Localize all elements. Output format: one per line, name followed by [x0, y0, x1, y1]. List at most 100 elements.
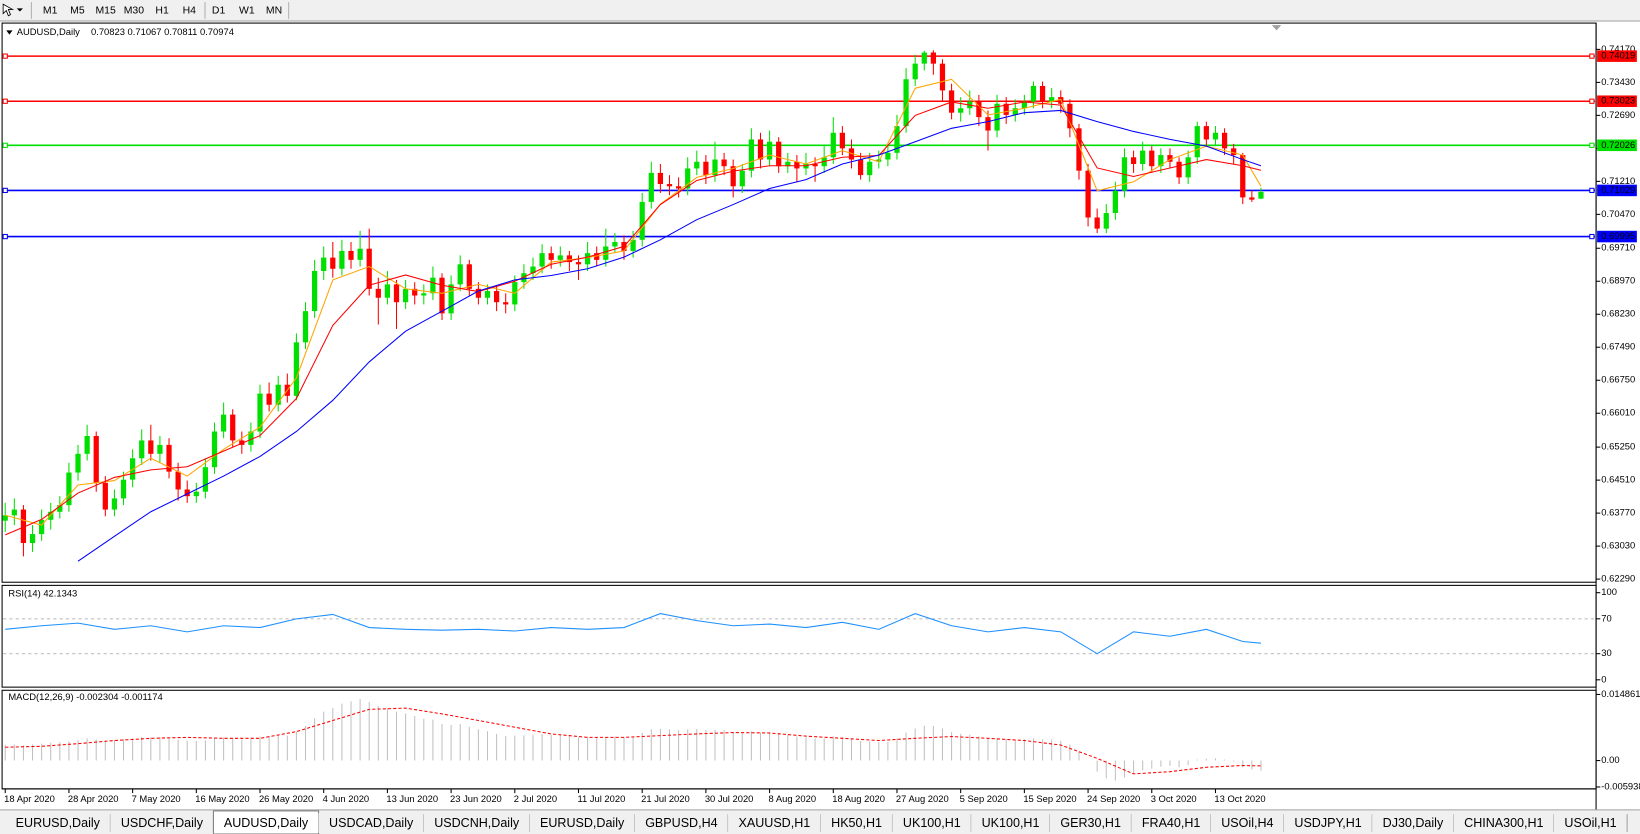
candle-body: [202, 467, 209, 492]
candle-body: [29, 534, 36, 543]
candle-body: [39, 519, 45, 535]
candle-body: [148, 440, 154, 454]
y-tick-label: -0.005938: [1601, 780, 1640, 791]
dropdown-arrow[interactable]: [16, 8, 24, 12]
level-price-label: 0.71029: [1601, 184, 1635, 195]
tab-label[interactable]: EURUSD,Daily: [16, 816, 101, 830]
tab-background[interactable]: [1372, 813, 1454, 833]
tab-label[interactable]: AUDUSD,Daily: [224, 816, 309, 830]
candle-body: [211, 431, 218, 468]
tab-label[interactable]: USDCNH,Daily: [434, 816, 520, 830]
x-tick-label: 18 Aug 2020: [832, 793, 885, 804]
candle-body: [566, 255, 573, 263]
timeframe-button[interactable]: H1: [155, 5, 169, 16]
timeframe-button[interactable]: H4: [183, 5, 197, 16]
candle-body: [785, 161, 791, 167]
tab-label[interactable]: USOil,H1: [1564, 816, 1616, 830]
level-handle[interactable]: [2, 53, 8, 59]
timeframe-button[interactable]: D1: [212, 5, 226, 16]
candle-body: [730, 166, 736, 187]
candle-body: [994, 103, 1000, 131]
candle-body: [266, 393, 272, 405]
candle-body: [2, 515, 8, 521]
tab-background[interactable]: [971, 813, 1050, 833]
tab-background[interactable]: [1210, 813, 1284, 833]
chart-shift-marker[interactable]: [1271, 25, 1282, 31]
tab-label[interactable]: UK100,H1: [982, 816, 1040, 830]
tab-background[interactable]: [423, 813, 530, 833]
tab-label[interactable]: USDCHF,Daily: [121, 816, 204, 830]
tab-background[interactable]: [820, 813, 893, 833]
timeframe-button[interactable]: MN: [266, 5, 282, 16]
candle-body: [985, 117, 991, 131]
level-handle[interactable]: [2, 98, 8, 104]
y-tick-label: 0.62290: [1601, 573, 1635, 584]
y-tick-label: 30: [1601, 647, 1611, 658]
tab-label[interactable]: FRA40,H1: [1142, 816, 1201, 830]
x-tick-label: 13 Jun 2020: [386, 793, 438, 804]
candle-body: [239, 440, 245, 445]
tab-background[interactable]: [529, 813, 635, 833]
x-tick-label: 28 Apr 2020: [68, 793, 119, 804]
candle-body: [248, 431, 254, 445]
x-tick-label: 18 Apr 2020: [4, 793, 55, 804]
tab-label[interactable]: USDJPY,H1: [1294, 816, 1361, 830]
tab-label[interactable]: HK50,H1: [831, 816, 882, 830]
tab-background[interactable]: [318, 813, 424, 833]
candle-body: [57, 505, 63, 512]
candle-body: [1012, 108, 1018, 115]
tab-background[interactable]: [1131, 813, 1211, 833]
tab-background[interactable]: [728, 813, 821, 833]
tab-background[interactable]: [1453, 813, 1554, 833]
tab-background[interactable]: [1049, 813, 1132, 833]
candle-body: [120, 479, 127, 499]
tab-label[interactable]: UK100,H1: [903, 816, 961, 830]
tab-background[interactable]: [1553, 813, 1628, 833]
cursor-icon[interactable]: [2, 3, 15, 17]
candle-body: [766, 141, 773, 160]
level-price-box: [1597, 184, 1637, 197]
tab-background[interactable]: [5, 813, 111, 833]
tab-label[interactable]: GER30,H1: [1060, 816, 1121, 830]
tab-background[interactable]: [892, 813, 972, 833]
level-price-box: [1597, 50, 1637, 62]
candle-body: [66, 472, 72, 506]
level-handle[interactable]: [1589, 187, 1595, 194]
rsi-line: [5, 613, 1262, 655]
y-tick-label: 0.70470: [1601, 208, 1635, 219]
tab-background[interactable]: [1283, 813, 1373, 833]
candle-body: [1203, 126, 1209, 140]
tab-label[interactable]: XAUUSD,H1: [739, 816, 811, 830]
candle-body: [1049, 97, 1055, 102]
tab-label[interactable]: USOil,H4: [1221, 816, 1273, 830]
timeframe-button[interactable]: M5: [70, 5, 85, 16]
candle-body: [503, 302, 509, 305]
candle-body: [1240, 155, 1246, 198]
tab-label[interactable]: GBPUSD,H4: [645, 816, 717, 830]
candle-body: [921, 52, 927, 64]
level-handle[interactable]: [1589, 53, 1595, 59]
level-handle[interactable]: [2, 142, 8, 148]
y-tick-label: 0.014861: [1601, 688, 1640, 699]
y-tick-label: 0.66010: [1601, 407, 1635, 418]
timeframe-button[interactable]: M15: [95, 5, 116, 16]
candle-body: [1149, 150, 1155, 167]
timeframe-button[interactable]: W1: [239, 5, 255, 16]
candle-body: [1112, 190, 1118, 214]
level-handle[interactable]: [2, 233, 8, 240]
tab-background[interactable]: [634, 813, 729, 833]
header-arrow[interactable]: [6, 30, 13, 35]
timeframe-button[interactable]: M30: [124, 5, 145, 16]
level-handle[interactable]: [1589, 98, 1595, 104]
tab-label[interactable]: CHINA300,H1: [1464, 816, 1543, 830]
tab-label[interactable]: EURUSD,Daily: [540, 816, 625, 830]
tab-background[interactable]: [110, 813, 214, 833]
level-handle[interactable]: [1589, 233, 1595, 240]
candle-body: [575, 262, 582, 265]
tab-label[interactable]: DJ30,Daily: [1383, 816, 1444, 830]
level-handle[interactable]: [1589, 142, 1595, 148]
level-handle[interactable]: [2, 187, 8, 194]
timeframe-button[interactable]: M1: [43, 5, 58, 16]
tab-label[interactable]: USDCAD,Daily: [329, 816, 414, 830]
candle-body: [230, 414, 236, 441]
